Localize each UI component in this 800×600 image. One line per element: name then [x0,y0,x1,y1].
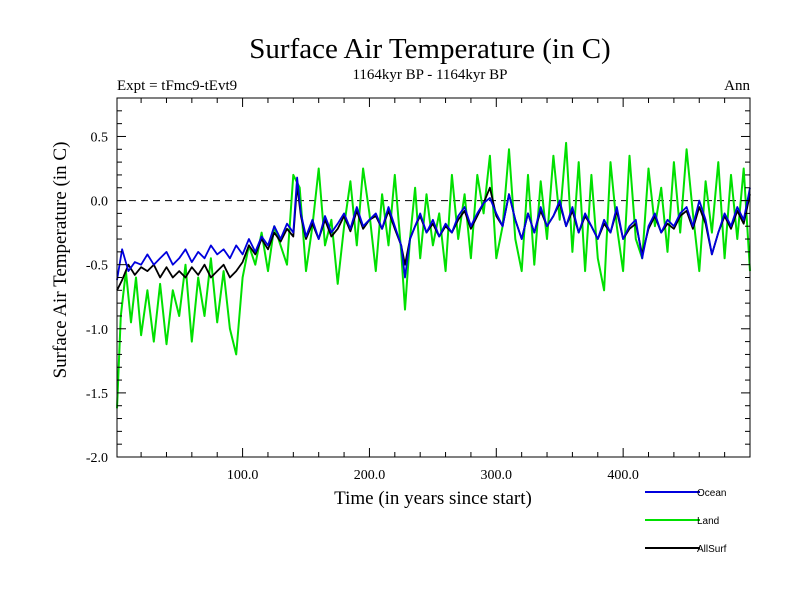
y-tick-label: 0.0 [91,195,109,210]
y-tick-label: -2.0 [86,451,108,466]
series-line-ocean [116,176,751,281]
x-tick-label: 100.0 [227,468,259,483]
legend-label-allsurf: AllSurf [697,544,727,555]
plot-area: -2.0 -1.5 -1.0 -0.5 0.0 0.5 100.0 200.0 300.0 400… [86,97,751,483]
y-tick-label: 0.5 [91,130,109,145]
x-tick-label: 200.0 [354,468,386,483]
legend: Ocean Land AllSurf [645,488,727,555]
y-tick-label: -1.0 [86,323,108,338]
x-tick-label: 400.0 [607,468,639,483]
y-tick-label: -1.5 [86,387,108,402]
y-axis-label: Surface Air Temperature (in C) [50,142,71,379]
x-axis-label: Time (in years since start) [334,488,532,509]
chart-title: Surface Air Temperature (in C) [249,33,610,65]
x-tick-label: 300.0 [481,468,513,483]
experiment-label: Expt = tFmc9-tEvt9 [117,78,237,94]
season-label: Ann [724,78,750,94]
y-tick-label: -0.5 [86,259,108,274]
chart-subtitle: 1164kyr BP - 1164kyr BP [352,67,507,83]
legend-label-land: Land [697,516,719,527]
legend-label-ocean: Ocean [697,488,726,499]
